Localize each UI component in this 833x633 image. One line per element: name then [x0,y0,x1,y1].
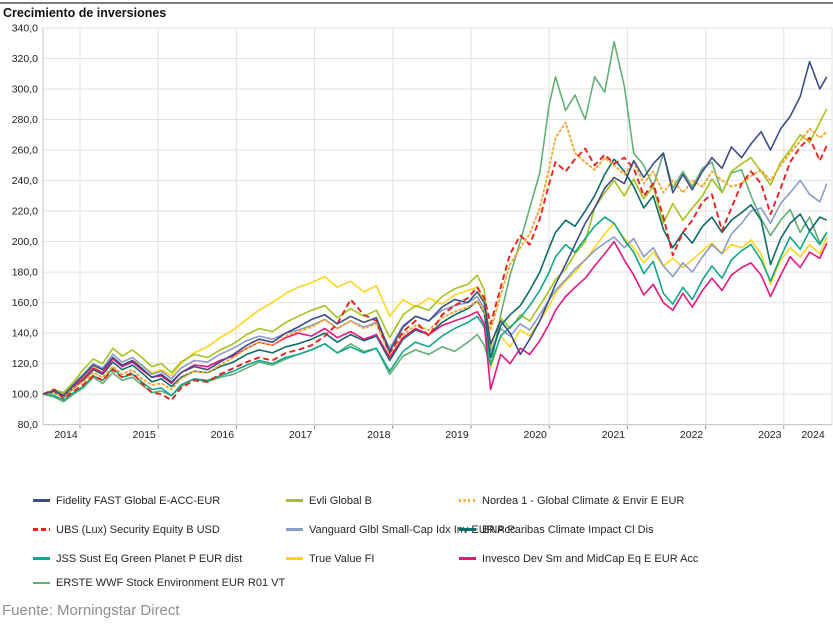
growth-line-chart: 340,0 320,0 300,0 280,0 260,0 240,0 220,0 200,0… [12,23,833,441]
series-line-1 [42,108,828,395]
y-axis-tick-label: 200,0 [12,236,38,248]
series-line-3 [42,136,828,402]
y-axis-tick-label: 140,0 [12,328,38,340]
legend-item: Nordea 1 - Global Climate & Envir E EUR [459,486,823,515]
legend-label: ERSTE WWF Stock Environment EUR R01 VT [56,577,286,589]
legend-item: JSS Sust Eq Green Planet P EUR dist [33,544,286,573]
series-line-6 [43,216,828,402]
x-axis-year-label: 2023 [758,429,782,441]
legend-label: BNP Paribas Climate Impact Cl Dis [482,523,654,536]
y-axis-tick-label: 80,0 [18,419,39,431]
legend-item: True Value FI [286,544,459,573]
legend-swatch-solid [459,557,476,560]
y-axis-tick-label: 300,0 [12,84,38,96]
legend-label: Invesco Dev Sm and MidCap Eq E EUR Acc [482,552,699,565]
legend-label: Vanguard Glbl Small-Cap Idx Inv EUR Acc [309,523,516,536]
legend-label: UBS (Lux) Security Equity B USD [56,523,220,536]
legend-swatch-dashed [33,528,50,531]
legend-swatch-solid [459,528,476,531]
x-axis-year-label: 2018 [367,429,391,441]
y-axis-tick-label: 340,0 [12,23,38,35]
y-axis-tick-label: 280,0 [12,114,38,126]
x-axis-year-label: 2016 [211,429,235,441]
series-line-4 [42,179,828,395]
legend-swatch-solid [33,581,50,585]
legend-item: Fidelity FAST Global E-ACC-EUR [33,486,286,515]
chart-legend: Fidelity FAST Global E-ACC-EUR Evli Globa… [33,486,823,602]
y-axis-tick-label: 180,0 [12,267,38,279]
source-attribution: Fuente: Morningstar Direct [2,602,180,619]
legend-label: Evli Global B [309,494,372,507]
legend-item: ERSTE WWF Stock Environment EUR R01 VT [33,577,286,589]
series-line-2 [42,121,828,399]
legend-swatch-solid [286,499,303,502]
legend-label: JSS Sust Eq Green Planet P EUR dist [56,552,243,565]
chart-title: Crecimiento de inversiones [3,6,167,20]
top-divider [0,2,833,4]
legend-item: Invesco Dev Sm and MidCap Eq E EUR Acc [459,544,823,573]
legend-swatch-solid [286,557,303,560]
y-axis-tick-label: 100,0 [12,389,38,401]
x-axis-year-label: 2015 [133,429,157,441]
series-line-8 [42,240,828,397]
y-axis-tick-label: 240,0 [12,175,38,187]
legend-swatch-solid [33,557,50,560]
legend-label: True Value FI [309,552,375,565]
legend-swatch-solid [286,528,303,531]
series-line-5 [43,158,828,398]
legend-label: Fidelity FAST Global E-ACC-EUR [56,494,221,507]
x-axis-year-label: 2014 [54,429,78,441]
x-axis-year-label: 2019 [445,429,469,441]
y-axis-tick-label: 220,0 [12,206,38,218]
legend-item: Vanguard Glbl Small-Cap Idx Inv EUR Acc [286,515,515,544]
legend-item: UBS (Lux) Security Equity B USD [33,515,286,544]
y-axis-tick-label: 160,0 [12,297,38,309]
y-axis-tick-label: 120,0 [12,358,38,370]
x-axis-year-label: 2017 [289,429,313,441]
y-axis-tick-label: 320,0 [12,53,38,65]
x-axis-year-label: 2021 [602,429,626,441]
legend-item: Evli Global B [286,486,459,515]
legend-label: Nordea 1 - Global Climate & Envir E EUR [482,494,685,507]
y-axis-tick-label: 260,0 [12,145,38,157]
x-axis-year-label: 2022 [680,429,704,441]
x-axis-year-label: 2024 [801,429,825,441]
legend-item: BNP Paribas Climate Impact Cl Dis [459,515,823,544]
series-line-9 [42,40,828,403]
series-line-0 [42,60,828,397]
legend-swatch-solid [33,499,50,502]
legend-swatch-dotted [459,499,476,502]
x-axis-year-label: 2020 [524,429,548,441]
